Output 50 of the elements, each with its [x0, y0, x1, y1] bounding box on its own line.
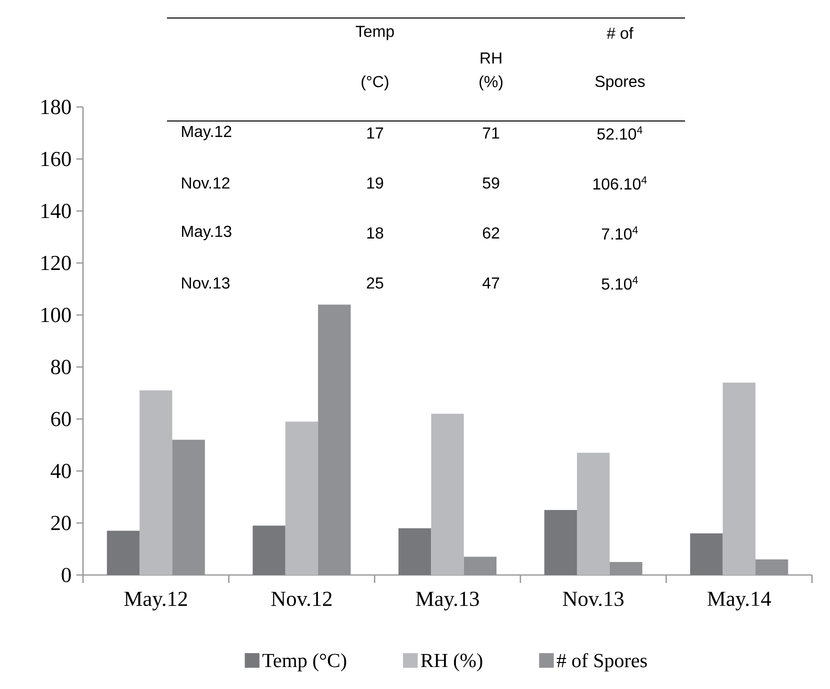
bar — [722, 382, 756, 575]
bar — [544, 510, 577, 575]
bar — [252, 526, 286, 575]
y-tick-label: 100 — [42, 308, 71, 322]
text: RH — [480, 52, 502, 64]
annotation: 17 — [367, 128, 384, 139]
legend-label: RH (%) — [420, 653, 482, 672]
bar — [140, 390, 172, 575]
y-tick-label: 60 — [51, 412, 71, 426]
y-tick-label: 140 — [42, 204, 71, 218]
x-tick-label: May.14 — [708, 592, 771, 610]
y-tick-label: 80 — [51, 360, 71, 374]
bar — [398, 528, 432, 575]
text: (°C) — [362, 76, 388, 90]
annotation: 47 — [482, 278, 500, 289]
y-tick-label: 160 — [42, 152, 71, 166]
y-tick-label: 120 — [42, 256, 71, 270]
legend-label: Temp (°C) — [262, 653, 346, 672]
annotation: 106.10$^{4}$ — [593, 176, 647, 190]
y-tick-label: 180 — [42, 100, 71, 114]
annotation: Nov.13 — [182, 277, 230, 289]
y-tick-label: 40 — [50, 464, 71, 478]
y-tick-label: 0 — [62, 568, 71, 582]
text: # of — [606, 27, 634, 39]
annotation: 19 — [367, 177, 384, 189]
annotation: May.12 — [182, 126, 232, 140]
text: (%) — [480, 76, 502, 90]
bar — [106, 530, 140, 575]
legend-label: # of Spores — [556, 653, 647, 672]
y-tick-label: 20 — [51, 516, 71, 530]
annotation: May.13 — [182, 226, 232, 240]
x-tick-label: May.13 — [416, 592, 479, 610]
annotation: 52.10$^{4}$ — [597, 126, 642, 140]
text: Spores — [595, 76, 645, 90]
bar — [431, 414, 464, 575]
annotation: 62 — [482, 227, 500, 239]
text: Temp — [356, 26, 394, 40]
annotation: 18 — [367, 227, 384, 239]
x-tick-label: May.12 — [124, 592, 187, 610]
x-tick-label: Nov.12 — [271, 592, 332, 606]
annotation: 25 — [366, 277, 384, 289]
annotation: 71 — [482, 128, 500, 139]
annotation: Nov.12 — [182, 177, 230, 189]
bar — [576, 452, 610, 575]
bar — [285, 422, 318, 575]
annotation: 5.10$^{4}$ — [602, 276, 638, 290]
annotation: 7.10$^{4}$ — [602, 226, 638, 240]
bar — [690, 533, 723, 575]
x-tick-label: Nov.13 — [562, 592, 624, 606]
annotation: 59 — [482, 177, 500, 189]
